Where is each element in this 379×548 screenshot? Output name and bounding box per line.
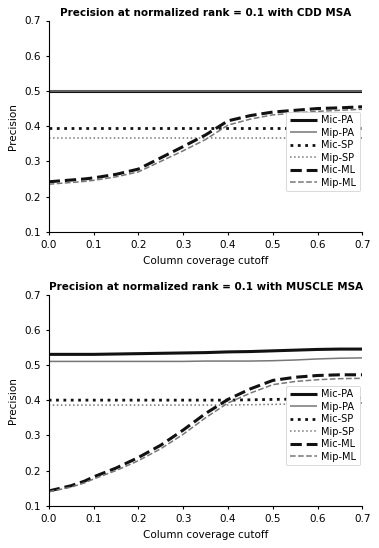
Legend: Mic-PA, Mip-PA, Mic-SP, Mip-SP, Mic-ML, Mip-ML: Mic-PA, Mip-PA, Mic-SP, Mip-SP, Mic-ML, … xyxy=(286,386,360,465)
Title: Precision at normalized rank = 0.1 with CDD MSA: Precision at normalized rank = 0.1 with … xyxy=(60,8,351,18)
X-axis label: Column coverage cutoff: Column coverage cutoff xyxy=(143,530,268,540)
Y-axis label: Precision: Precision xyxy=(8,102,18,150)
Y-axis label: Precision: Precision xyxy=(8,376,18,424)
X-axis label: Column coverage cutoff: Column coverage cutoff xyxy=(143,256,268,266)
Title: Precision at normalized rank = 0.1 with MUSCLE MSA: Precision at normalized rank = 0.1 with … xyxy=(49,282,363,292)
Legend: Mic-PA, Mip-PA, Mic-SP, Mip-SP, Mic-ML, Mip-ML: Mic-PA, Mip-PA, Mic-SP, Mip-SP, Mic-ML, … xyxy=(286,112,360,191)
